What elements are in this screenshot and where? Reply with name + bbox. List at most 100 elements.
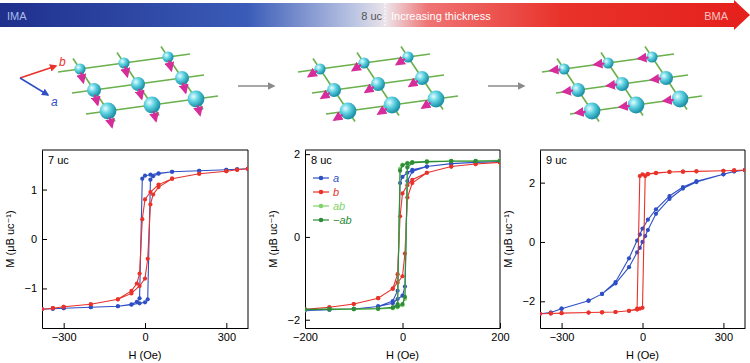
atom	[371, 77, 385, 91]
data-point	[146, 257, 150, 261]
data-point	[129, 291, 133, 295]
data-point	[540, 312, 542, 316]
spin	[550, 69, 560, 70]
x-tick: −300	[52, 323, 77, 343]
data-point	[376, 307, 380, 311]
x-tick-mark	[403, 323, 404, 328]
data-point	[498, 159, 500, 163]
data-point	[235, 167, 239, 171]
spin	[154, 111, 156, 121]
lattice	[58, 47, 218, 127]
data-point	[410, 181, 414, 185]
data-point	[627, 256, 631, 260]
spin	[397, 59, 405, 64]
spin	[139, 89, 141, 99]
data-point	[646, 218, 650, 222]
spin	[409, 81, 417, 86]
data-point	[549, 311, 553, 315]
spin	[365, 87, 373, 92]
data-point	[197, 172, 201, 176]
x-axis-line	[306, 328, 501, 329]
data-point	[352, 307, 356, 311]
y-axis: −202	[287, 148, 310, 328]
axis-arrow-a	[20, 78, 48, 95]
y-tick-label: −1	[24, 282, 37, 294]
atom	[144, 97, 161, 114]
series-line	[305, 162, 500, 309]
data-point	[654, 212, 658, 216]
data-point	[586, 310, 590, 314]
data-point	[410, 160, 414, 164]
atom	[100, 103, 117, 120]
data-point	[398, 214, 402, 218]
data-point	[743, 168, 745, 172]
data-point	[613, 281, 617, 285]
y-tick-mark	[42, 239, 47, 240]
panel-title: 9 uc	[546, 154, 567, 166]
y-tick-mark	[42, 190, 47, 191]
data-point	[352, 307, 356, 311]
spin	[169, 60, 171, 70]
data-point	[42, 307, 44, 311]
header-label: Increasing thickness	[391, 10, 491, 22]
figure-svg: IMA8 ucIncreasing thicknessBMAba−3000300…	[0, 0, 750, 363]
atom	[615, 77, 629, 91]
x-tick-label: 300	[715, 331, 733, 343]
x-axis-title: H (Oe)	[129, 349, 162, 361]
data-point	[559, 311, 563, 315]
frame-top	[305, 150, 500, 151]
data-point	[613, 310, 617, 314]
header: IMA8 ucIncreasing thicknessBMA	[0, 0, 750, 30]
atom	[340, 103, 357, 120]
data-point	[352, 302, 356, 306]
data-point	[405, 161, 409, 165]
y-axis: −202	[522, 151, 545, 329]
lattice	[542, 47, 702, 122]
y-axis-title: M (μB uc⁻¹)	[267, 210, 279, 267]
spin	[563, 91, 573, 92]
data-point	[62, 305, 66, 309]
data-point	[694, 169, 698, 173]
atom	[384, 97, 401, 114]
legend-label: b	[333, 186, 339, 198]
x-tick-mark	[64, 323, 65, 328]
thickness-arrow	[0, 0, 750, 30]
progress-arrow	[238, 85, 274, 87]
data-point	[376, 306, 380, 310]
data-point	[743, 168, 745, 172]
panel: −2000200−2028 ucabab−abH (Oe)M (μB uc⁻¹)	[267, 148, 510, 361]
data-point	[246, 167, 248, 171]
series-line	[305, 161, 500, 310]
legend: abab−ab	[313, 172, 352, 226]
data-point	[151, 174, 155, 178]
axis-label-a: a	[51, 95, 58, 109]
data-point	[156, 172, 160, 176]
atom	[327, 83, 341, 97]
data-point	[498, 158, 500, 162]
y-tick: 1	[31, 184, 47, 196]
spin	[607, 85, 617, 86]
series-line	[540, 170, 745, 314]
data-point	[170, 177, 174, 181]
data-point	[449, 164, 453, 168]
frame-top	[540, 150, 745, 151]
y-tick-mark	[305, 237, 310, 238]
data-point	[646, 228, 650, 232]
data-point	[116, 297, 120, 301]
data-point	[694, 169, 698, 173]
y-tick-label: −2	[522, 295, 535, 307]
x-tick-label: −200	[293, 331, 318, 343]
data-point	[129, 303, 133, 307]
data-point	[327, 308, 331, 312]
data-point	[400, 274, 404, 278]
x-tick-label: 0	[640, 331, 646, 343]
data-point	[732, 169, 736, 173]
data-point	[410, 160, 414, 164]
data-point	[224, 169, 228, 173]
data-point	[391, 287, 395, 291]
data-point	[498, 159, 500, 163]
series-line	[42, 169, 248, 309]
data-point	[627, 265, 631, 269]
header-end: BMA	[704, 10, 729, 22]
data-point	[425, 164, 429, 168]
